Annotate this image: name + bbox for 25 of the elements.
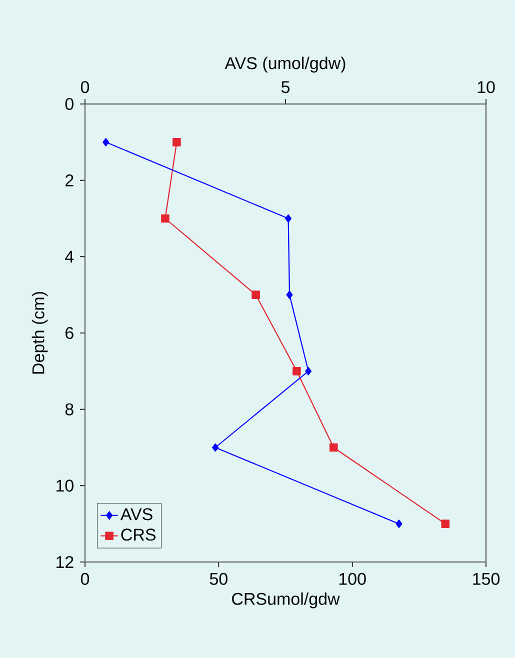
y-tick-label: 10 xyxy=(56,480,74,492)
point xyxy=(441,520,450,528)
y-axis-title: Depth (cm) xyxy=(32,292,48,374)
y-tick-label: 12 xyxy=(56,556,74,568)
y-tick-label: 0 xyxy=(65,98,74,110)
legend-label: AVS xyxy=(120,508,152,520)
x2-tick-label: 0 xyxy=(80,81,90,94)
x2-axis-title: AVS (umol/gdw) xyxy=(224,56,346,73)
x-tick-label: 0 xyxy=(80,572,90,585)
y-tick-label: 4 xyxy=(65,250,74,263)
x-axis-title: CRSumol/gdw xyxy=(232,592,340,608)
point xyxy=(329,443,338,452)
x-tick-label: 150 xyxy=(473,572,500,585)
x-tick-label: 50 xyxy=(210,572,228,585)
x2-tick-label: 10 xyxy=(478,81,495,94)
y-tick-label: 8 xyxy=(65,403,74,416)
point xyxy=(172,138,181,146)
y-tick-label: 6 xyxy=(66,326,74,340)
point xyxy=(161,214,170,223)
legend-label: CRS xyxy=(121,528,156,541)
y-tick-label: 2 xyxy=(66,174,74,186)
x2-tick-label: 5 xyxy=(281,81,290,94)
point xyxy=(252,290,260,299)
point xyxy=(292,367,301,376)
x-tick-label: 100 xyxy=(339,572,366,585)
